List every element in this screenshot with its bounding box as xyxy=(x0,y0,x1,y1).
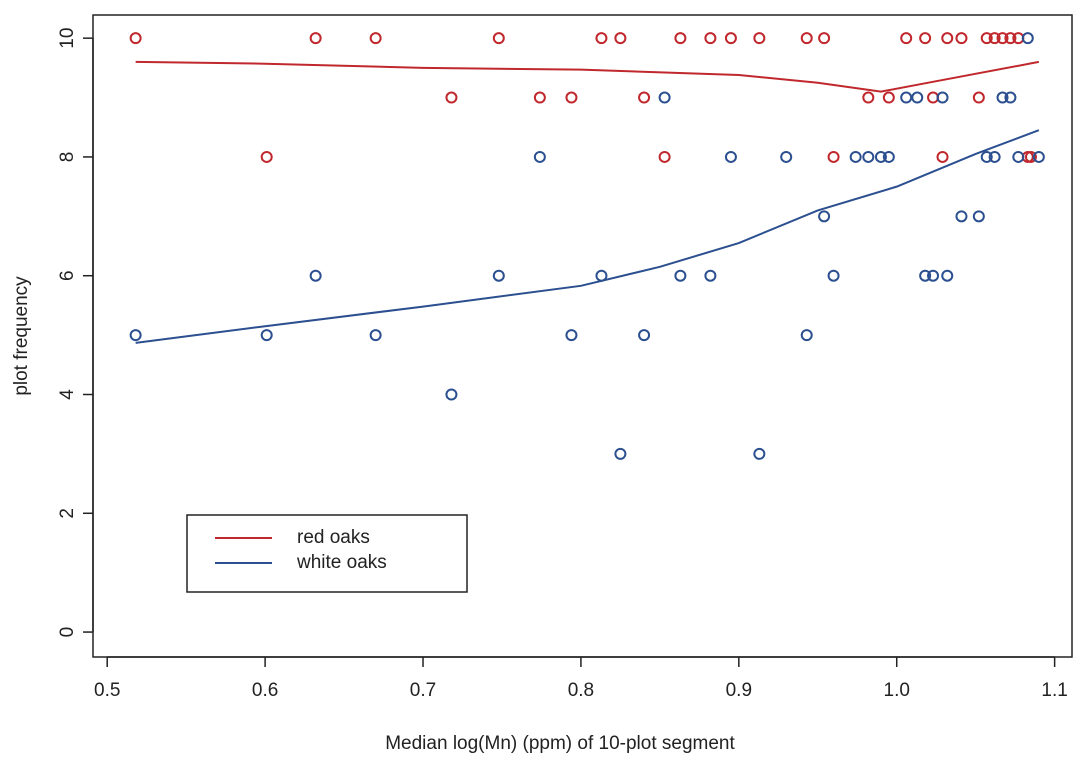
point xyxy=(674,32,687,45)
point xyxy=(704,269,717,282)
point xyxy=(996,32,1009,45)
point xyxy=(800,329,813,342)
point xyxy=(724,32,737,45)
point xyxy=(988,32,1001,45)
y-tick-label: 2 xyxy=(57,508,78,519)
y-tick-label: 8 xyxy=(57,152,78,163)
point xyxy=(753,32,766,45)
point xyxy=(827,150,840,163)
y-tick-label: 6 xyxy=(57,270,78,281)
x-tick-label: 0.5 xyxy=(94,680,120,701)
point xyxy=(638,91,651,104)
smooth-line xyxy=(135,129,1040,344)
y-tick-label: 4 xyxy=(57,389,78,400)
point xyxy=(936,150,949,163)
point xyxy=(674,269,687,282)
point xyxy=(996,91,1009,104)
point xyxy=(1012,150,1025,163)
legend-box xyxy=(186,514,468,593)
point xyxy=(1004,91,1017,104)
point xyxy=(862,91,875,104)
point xyxy=(980,32,993,45)
y-tick-label: 0 xyxy=(57,627,78,638)
point xyxy=(988,150,1001,163)
x-tick-label: 0.7 xyxy=(410,680,436,701)
point xyxy=(827,269,840,282)
point xyxy=(941,269,954,282)
x-tick-label: 0.6 xyxy=(252,680,278,701)
point xyxy=(309,32,322,45)
point xyxy=(445,388,458,401)
point xyxy=(1021,32,1034,45)
point xyxy=(638,329,651,342)
point xyxy=(849,150,862,163)
legend-label: white oaks xyxy=(296,552,387,573)
point xyxy=(614,447,627,460)
point xyxy=(533,91,546,104)
point xyxy=(129,32,142,45)
point xyxy=(874,150,887,163)
point xyxy=(919,32,932,45)
point xyxy=(445,91,458,104)
x-tick-label: 1.1 xyxy=(1041,680,1067,701)
point xyxy=(1024,150,1037,163)
point xyxy=(614,32,627,45)
smooth-line xyxy=(135,60,1040,93)
point xyxy=(369,32,382,45)
point xyxy=(780,150,793,163)
point xyxy=(533,150,546,163)
point xyxy=(129,329,142,342)
point xyxy=(309,269,322,282)
point xyxy=(919,269,932,282)
point xyxy=(492,269,505,282)
point xyxy=(941,32,954,45)
point xyxy=(724,150,737,163)
point xyxy=(862,150,875,163)
point xyxy=(818,210,831,223)
x-tick-label: 0.9 xyxy=(726,680,752,701)
point xyxy=(818,32,831,45)
point xyxy=(658,150,671,163)
x-tick-label: 1.0 xyxy=(884,680,910,701)
point xyxy=(955,210,968,223)
legend-label: red oaks xyxy=(297,527,370,548)
x-tick-label: 0.8 xyxy=(568,680,594,701)
point xyxy=(900,91,913,104)
point xyxy=(980,150,993,163)
point xyxy=(369,329,382,342)
point xyxy=(800,32,813,45)
point xyxy=(882,91,895,104)
y-axis-title: plot frequency xyxy=(11,276,32,396)
point xyxy=(595,32,608,45)
point xyxy=(658,91,671,104)
point xyxy=(882,150,895,163)
point xyxy=(1032,150,1045,163)
point xyxy=(492,32,505,45)
point xyxy=(565,329,578,342)
point xyxy=(972,210,985,223)
point xyxy=(927,269,940,282)
point xyxy=(936,91,949,104)
point xyxy=(911,91,924,104)
point xyxy=(955,32,968,45)
point xyxy=(1004,32,1017,45)
point xyxy=(704,32,717,45)
point xyxy=(900,32,913,45)
x-axis-title: Median log(Mn) (ppm) of 10-plot segment xyxy=(385,733,735,754)
point xyxy=(753,447,766,460)
point xyxy=(260,150,273,163)
point xyxy=(972,91,985,104)
point xyxy=(260,329,273,342)
y-tick-label: 10 xyxy=(57,28,78,49)
point xyxy=(565,91,578,104)
